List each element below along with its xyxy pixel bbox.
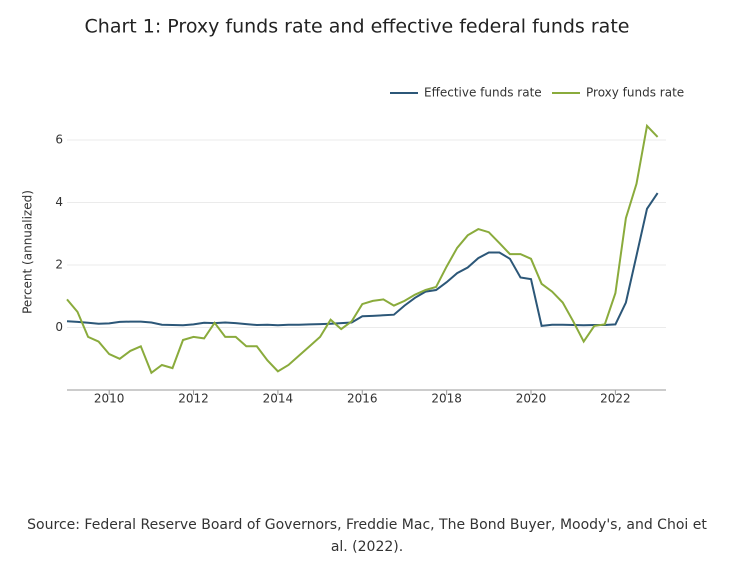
- chart-title: Chart 1: Proxy funds rate and effective …: [85, 16, 630, 38]
- line-series: [66, 192, 659, 327]
- x-tick-label: 2014: [263, 392, 294, 406]
- x-tick-label: 2020: [516, 392, 547, 406]
- y-tick-label: 4: [55, 195, 63, 209]
- y-axis-label: Percent (annualized): [21, 190, 35, 314]
- x-tick-label: 2018: [431, 392, 462, 406]
- x-tick-label: 2010: [94, 392, 125, 406]
- y-tick-label: 0: [55, 320, 63, 334]
- x-tick-label: 2022: [600, 392, 631, 406]
- y-tick-label: 2: [55, 258, 63, 272]
- legend-label: Effective funds rate: [424, 86, 542, 100]
- line-series: [66, 123, 659, 375]
- legend-label: Proxy funds rate: [586, 86, 684, 100]
- x-tick-label: 2012: [178, 392, 209, 406]
- x-tick-label: 2016: [347, 392, 378, 406]
- y-tick-label: 6: [55, 133, 63, 147]
- source-note: Source: Federal Reserve Board of Governo…: [27, 517, 707, 555]
